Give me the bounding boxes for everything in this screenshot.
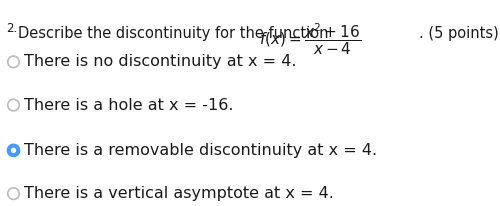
Text: $f(x)=\dfrac{x^2+16}{x-4}$: $f(x)=\dfrac{x^2+16}{x-4}$ [259,22,361,57]
Ellipse shape [8,188,20,199]
Text: 2.: 2. [6,22,17,35]
Text: There is no discontinuity at x = 4.: There is no discontinuity at x = 4. [24,54,297,69]
Ellipse shape [8,56,20,68]
Ellipse shape [12,148,16,152]
Text: There is a hole at x = -16.: There is a hole at x = -16. [24,98,234,112]
Ellipse shape [8,99,20,111]
Text: Describe the discontinuity for the function: Describe the discontinuity for the funct… [18,26,328,41]
Text: . (5 points): . (5 points) [419,26,499,41]
Text: There is a vertical asymptote at x = 4.: There is a vertical asymptote at x = 4. [24,186,334,201]
Ellipse shape [8,145,20,156]
Text: There is a removable discontinuity at x = 4.: There is a removable discontinuity at x … [24,143,378,158]
